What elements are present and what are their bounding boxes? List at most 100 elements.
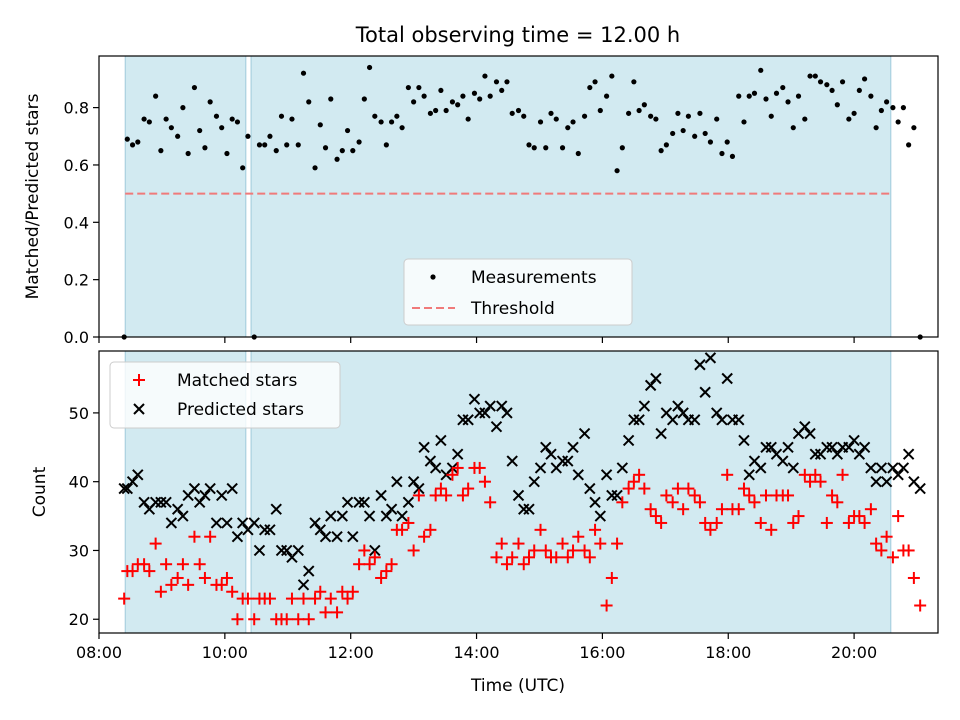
matched-stars-point bbox=[285, 592, 298, 605]
predicted-stars-point bbox=[149, 496, 162, 509]
measurement-point bbox=[548, 110, 554, 116]
measurement-point bbox=[411, 99, 417, 105]
measurement-point bbox=[438, 87, 444, 94]
measurement-point bbox=[399, 125, 405, 131]
x-tick-label: 16:00 bbox=[579, 643, 625, 662]
measurement-point bbox=[763, 96, 769, 102]
matched-stars-point bbox=[302, 613, 315, 626]
shaded-interval bbox=[250, 350, 892, 634]
matched-stars-point bbox=[682, 482, 695, 495]
measurement-point bbox=[317, 122, 323, 128]
measurement-point bbox=[328, 96, 334, 102]
measurement-point bbox=[900, 105, 906, 111]
predicted-stars-point bbox=[215, 489, 228, 502]
matched-stars-point bbox=[550, 551, 563, 564]
matched-stars-point bbox=[434, 482, 447, 495]
predicted-stars-point bbox=[325, 510, 337, 522]
matched-stars-point bbox=[809, 468, 822, 481]
measurement-point bbox=[499, 87, 505, 94]
measurement-point bbox=[191, 84, 198, 91]
matched-stars-point bbox=[220, 571, 233, 584]
matched-stars-point bbox=[154, 585, 167, 598]
predicted-stars-point bbox=[199, 489, 211, 502]
predicted-stars-point bbox=[644, 379, 657, 392]
matched-stars-point bbox=[578, 544, 591, 557]
measurement-point bbox=[773, 90, 780, 96]
matched-stars-point bbox=[627, 475, 640, 488]
predicted-stars-point bbox=[413, 482, 425, 495]
predicted-stars-point bbox=[858, 441, 871, 453]
predicted-stars-point bbox=[118, 482, 130, 495]
y-tick-label: 40 bbox=[69, 473, 89, 492]
measurement-point bbox=[449, 99, 456, 105]
measurement-point bbox=[129, 142, 136, 148]
predicted-stars-point bbox=[490, 420, 503, 433]
measurement-point bbox=[758, 67, 764, 73]
predicted-stars-point bbox=[258, 524, 271, 536]
measurement-point bbox=[185, 150, 191, 157]
matched-stars-point bbox=[649, 510, 662, 523]
predicted-stars-point bbox=[385, 503, 398, 515]
matched-stars-point bbox=[688, 489, 701, 502]
matched-stars-point bbox=[699, 516, 712, 529]
predicted-stars-point bbox=[721, 372, 733, 385]
measurement-point bbox=[890, 105, 896, 111]
x-tick-label: 10:00 bbox=[202, 643, 248, 662]
measurement-point bbox=[153, 93, 159, 99]
measurement-point bbox=[751, 90, 758, 96]
measurement-point bbox=[267, 133, 273, 139]
predicted-stars-point bbox=[760, 441, 772, 453]
matched-stars-point bbox=[446, 468, 459, 481]
measurement-point bbox=[366, 64, 373, 71]
predicted-stars-point bbox=[616, 462, 629, 474]
predicted-stars-point bbox=[699, 386, 711, 398]
predicted-stars-point bbox=[160, 496, 172, 509]
matched-stars-point bbox=[710, 516, 723, 529]
measurement-point bbox=[641, 102, 647, 108]
measurement-point bbox=[685, 113, 691, 119]
predicted-stars-point bbox=[777, 455, 789, 467]
predicted-stars-point bbox=[479, 407, 491, 419]
matched-stars-point bbox=[363, 558, 376, 571]
measurement-point bbox=[780, 84, 786, 91]
x-tick-label: 12:00 bbox=[328, 643, 374, 662]
y-tick-label: 20 bbox=[69, 610, 89, 629]
measurement-point bbox=[180, 105, 186, 111]
x-axis-label: Time (UTC) bbox=[470, 676, 565, 696]
measurement-point bbox=[460, 93, 466, 99]
measurement-point bbox=[344, 127, 351, 134]
predicted-stars-point bbox=[353, 496, 365, 509]
measurement-point bbox=[795, 93, 802, 99]
matched-stars-point bbox=[297, 592, 310, 605]
measurement-point bbox=[521, 113, 527, 119]
predicted-stars-point bbox=[556, 455, 569, 467]
predicted-stars-point bbox=[518, 503, 530, 515]
measurement-point bbox=[361, 96, 367, 102]
predicted-stars-point bbox=[875, 462, 888, 474]
matched-stars-point bbox=[782, 489, 795, 502]
matched-stars-point bbox=[118, 592, 131, 605]
top-panel-frame bbox=[98, 55, 939, 338]
measurement-point bbox=[663, 142, 669, 148]
predicted-stars-point bbox=[826, 441, 838, 453]
matched-stars-point bbox=[478, 475, 491, 488]
matched-stars-point bbox=[171, 571, 184, 584]
matched-stars-point bbox=[814, 475, 827, 488]
measurement-point bbox=[256, 142, 263, 148]
matched-stars-point bbox=[826, 489, 839, 502]
predicted-stars-point bbox=[188, 482, 201, 495]
measurement-point bbox=[350, 148, 356, 154]
matched-stars-point bbox=[204, 530, 217, 543]
matched-stars-point bbox=[176, 558, 189, 571]
matched-stars-point bbox=[506, 551, 519, 564]
measurement-point bbox=[670, 130, 676, 137]
measurement-point bbox=[207, 99, 213, 105]
matched-stars-point bbox=[655, 516, 668, 529]
legend-measurements-label: Measurements bbox=[471, 268, 597, 288]
matched-stars-point bbox=[495, 537, 508, 550]
matched-stars-point bbox=[880, 530, 893, 543]
predicted-stars-point bbox=[177, 510, 189, 522]
measurement-point bbox=[906, 142, 912, 148]
measurement-point bbox=[741, 119, 747, 125]
measurement-point bbox=[427, 110, 434, 116]
